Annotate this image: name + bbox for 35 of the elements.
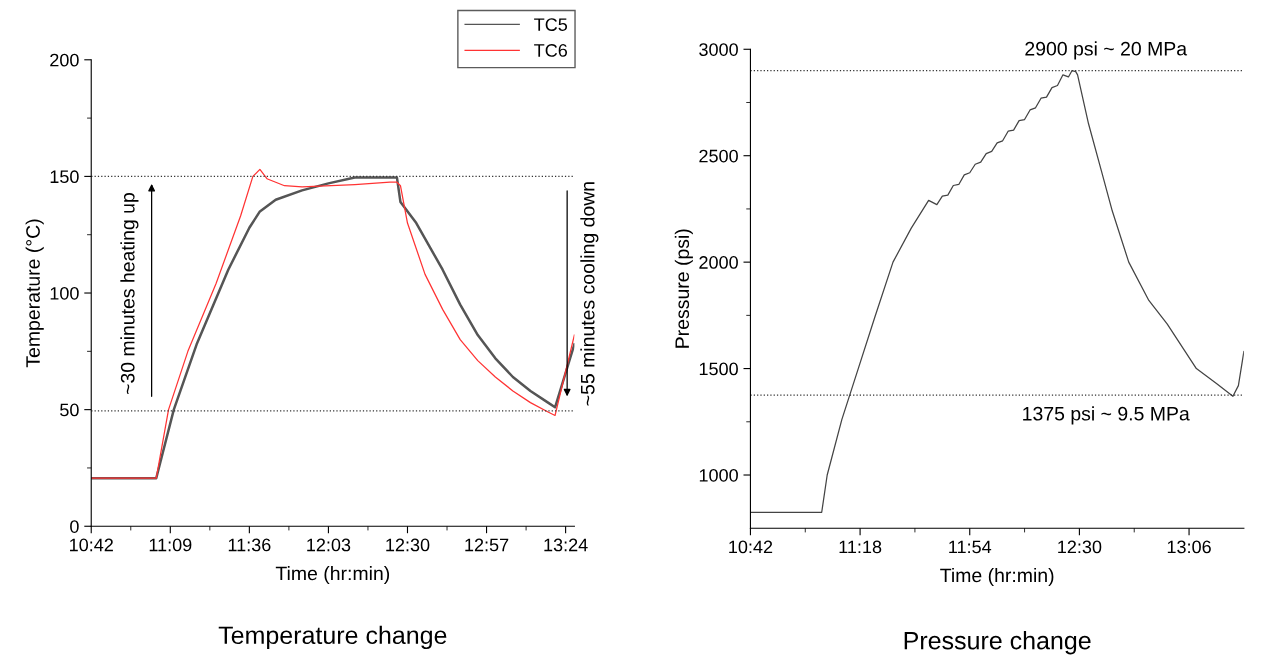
y-tick-label: 50 — [60, 403, 79, 417]
text: ~55 minutes cooling down — [580, 182, 599, 406]
x-tick-label: 10:42 — [729, 540, 773, 554]
y-tick-label: 2000 — [699, 256, 738, 269]
x-tick-label: 13:24 — [544, 538, 588, 552]
x-tick-label: 11:18 — [839, 540, 882, 554]
x-tick-label: 12:30 — [386, 538, 430, 552]
x-tick-label: 12:03 — [307, 538, 351, 552]
y-axis-title: Pressure (psi) — [674, 229, 693, 348]
x-tick-label: 12:30 — [1058, 540, 1102, 554]
legend-label: TC6 — [534, 44, 568, 57]
legend-label: TC5 — [534, 18, 568, 31]
x-tick-label: 11:54 — [949, 540, 992, 554]
text: Pressure change — [904, 631, 1091, 655]
y-tick-label: 100 — [50, 286, 79, 300]
y-tick-label: 1000 — [699, 468, 738, 482]
ref-line-label: 1375 psi ~ 9.5 MPa — [1023, 406, 1190, 425]
text: Temperature change — [218, 625, 447, 650]
y-tick-label: 1500 — [699, 362, 738, 376]
y-tick-label: 3000 — [699, 43, 738, 56]
x-axis-title: Time (hr:min) — [275, 566, 390, 585]
x-axis-title: Time (hr:min) — [940, 567, 1054, 587]
y-tick-label: 200 — [50, 53, 79, 67]
annotation: ~30 minutes heating up — [120, 193, 139, 395]
x-tick-label: 11:09 — [149, 538, 192, 552]
x-tick-label: 10:42 — [70, 538, 113, 552]
y-axis-title: Temperature (°C) — [25, 219, 44, 368]
x-tick-label: 12:57 — [465, 538, 509, 552]
line-series — [750, 69, 1244, 513]
x-tick-label: 13:06 — [1167, 540, 1211, 554]
y-tick-label: 150 — [50, 170, 79, 184]
y-tick-label: 0 — [70, 520, 79, 533]
ref-line-label: 2900 psi ~ 20 MPa — [1025, 41, 1188, 60]
y-tick-label: 2500 — [699, 149, 738, 163]
x-tick-label: 11:36 — [228, 538, 271, 552]
